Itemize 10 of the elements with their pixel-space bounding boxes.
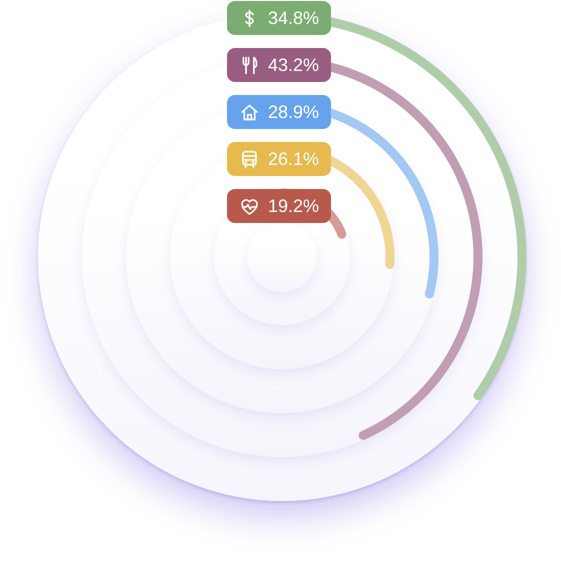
badge: 43.2% [227,48,331,82]
badge: 28.9% [227,95,331,129]
data-label: 19.2% [268,196,320,216]
badge: 19.2% [227,189,331,223]
badge: 26.1% [227,142,331,176]
data-label: 28.9% [268,102,320,122]
data-label: 26.1% [268,148,320,170]
data-label: 43.2% [268,54,320,76]
data-label: 34.8% [268,8,320,28]
badge: 34.8% [227,1,331,35]
